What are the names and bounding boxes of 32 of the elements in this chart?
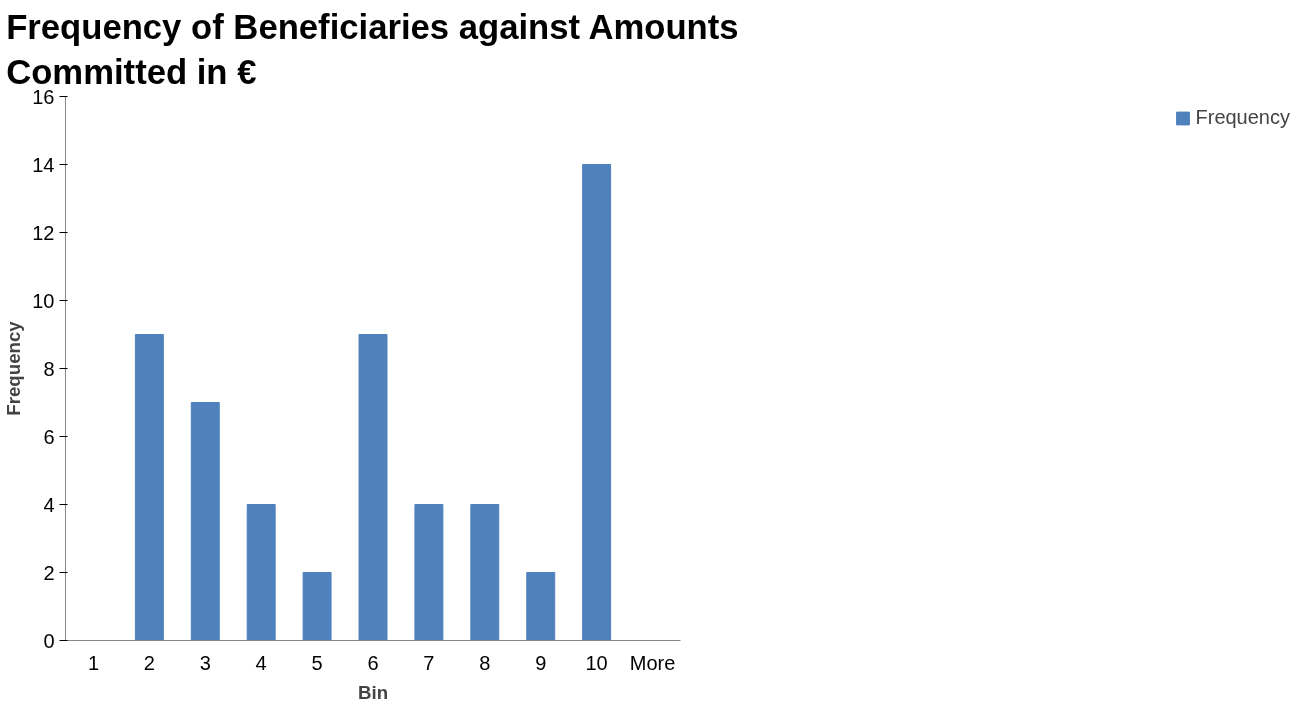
x-tick-label: 4 <box>255 651 267 674</box>
y-tick-label: 6 <box>43 425 55 448</box>
x-tick-label: 6 <box>367 651 379 674</box>
bar <box>414 504 444 641</box>
bar <box>246 504 276 641</box>
x-axis-title: Bin <box>357 681 389 703</box>
y-axis-title: Frequency <box>3 320 25 416</box>
bar <box>470 504 500 641</box>
x-tick-label: 2 <box>143 651 155 674</box>
bar <box>582 164 612 641</box>
x-tick-label: 1 <box>87 651 100 674</box>
x-tick-label: 9 <box>535 651 547 674</box>
bar <box>526 572 556 641</box>
y-tick-label: 14 <box>32 153 55 176</box>
bar <box>302 572 332 641</box>
bar <box>190 402 220 641</box>
legend-label: Frequency <box>1195 106 1290 129</box>
bar <box>358 334 388 641</box>
x-tick-label: 3 <box>199 651 211 674</box>
y-tick-label: 8 <box>43 357 55 380</box>
x-tick-label: More <box>629 651 676 674</box>
y-tick-label: 16 <box>32 85 55 108</box>
x-tick-label: 5 <box>311 651 323 674</box>
y-tick-label: 10 <box>32 289 55 312</box>
y-tick-label: 2 <box>43 561 55 584</box>
y-tick-label: 0 <box>43 629 55 652</box>
x-tick-label: 8 <box>479 651 491 674</box>
y-tick-label: 12 <box>32 221 55 244</box>
y-tick-label: 4 <box>43 493 55 516</box>
x-tick-label: 10 <box>585 651 608 674</box>
bar <box>134 334 164 641</box>
x-tick-label: 7 <box>423 651 435 674</box>
